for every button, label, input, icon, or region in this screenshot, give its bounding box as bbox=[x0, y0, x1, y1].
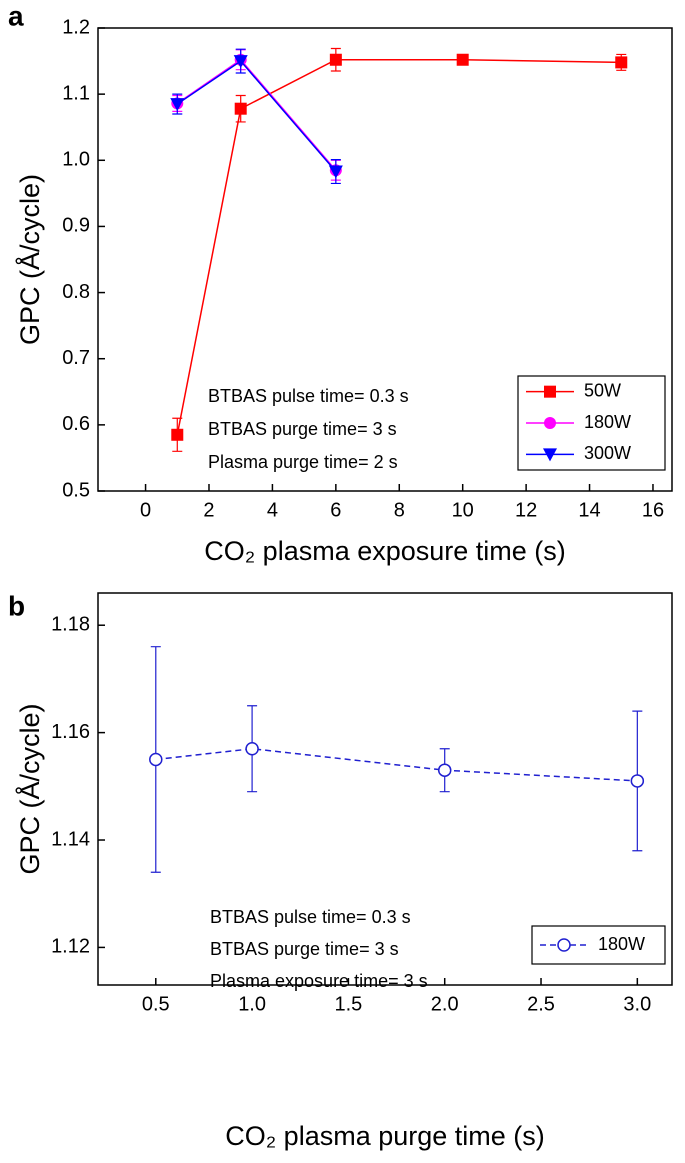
x-tick-label: 2.0 bbox=[431, 993, 459, 1015]
marker bbox=[328, 165, 343, 179]
y-tick-label: 1.1 bbox=[62, 82, 90, 104]
x-tick-label: 2.5 bbox=[527, 993, 555, 1015]
panel-label: a bbox=[8, 0, 24, 31]
x-tick-label: 14 bbox=[578, 499, 600, 521]
plot-frame bbox=[97, 592, 673, 986]
x-tick-label: 1.0 bbox=[238, 993, 266, 1015]
marker bbox=[245, 741, 259, 756]
y-tick-label: 1.0 bbox=[62, 149, 90, 171]
legend-label: 180W bbox=[584, 412, 631, 432]
x-tick-label: 1.5 bbox=[334, 993, 362, 1015]
annotation: Plasma exposure time= 3 s bbox=[210, 971, 428, 991]
legend-label: 180W bbox=[598, 934, 645, 954]
y-tick-label: 1.16 bbox=[51, 721, 90, 743]
legend-marker bbox=[544, 385, 556, 398]
marker bbox=[630, 774, 645, 788]
y-tick-label: 0.5 bbox=[62, 479, 90, 501]
marker bbox=[233, 55, 248, 69]
marker bbox=[456, 53, 469, 66]
y-tick-label: 0.8 bbox=[62, 281, 90, 303]
marker bbox=[171, 428, 184, 441]
x-axis-label: CO₂ plasma purge time (s) bbox=[225, 1121, 545, 1151]
legend-marker bbox=[544, 417, 556, 429]
marker bbox=[234, 102, 247, 115]
legend-label: 300W bbox=[584, 443, 631, 463]
marker bbox=[437, 763, 452, 777]
x-tick-label: 0.5 bbox=[142, 993, 170, 1015]
marker bbox=[149, 752, 163, 767]
annotation: BTBAS purge time= 3 s bbox=[210, 939, 399, 959]
x-tick-label: 3.0 bbox=[623, 993, 651, 1015]
x-tick-label: 8 bbox=[394, 499, 405, 521]
plot-frame bbox=[97, 27, 673, 492]
y-tick-label: 1.18 bbox=[51, 614, 90, 636]
panel-label: b bbox=[8, 590, 25, 621]
annotation: BTBAS pulse time= 0.3 s bbox=[208, 386, 409, 406]
y-tick-label: 0.7 bbox=[62, 347, 90, 369]
annotation: BTBAS pulse time= 0.3 s bbox=[210, 907, 411, 927]
y-tick-label: 1.2 bbox=[62, 16, 90, 38]
y-tick-label: 0.9 bbox=[62, 215, 90, 237]
marker bbox=[615, 56, 628, 69]
x-tick-label: 0 bbox=[140, 499, 151, 521]
y-axis-label: GPC (Å/cycle) bbox=[14, 174, 45, 345]
legend-marker bbox=[543, 448, 557, 462]
y-tick-label: 0.6 bbox=[62, 413, 90, 435]
x-tick-label: 6 bbox=[330, 499, 341, 521]
annotation: BTBAS purge time= 3 s bbox=[208, 419, 397, 439]
x-tick-label: 2 bbox=[203, 499, 214, 521]
y-tick-label: 1.12 bbox=[51, 936, 90, 958]
x-axis-label: CO₂ plasma exposure time (s) bbox=[204, 536, 566, 566]
series-line bbox=[155, 747, 638, 782]
marker bbox=[170, 98, 185, 112]
legend-marker bbox=[557, 938, 571, 952]
series-line bbox=[176, 58, 337, 171]
x-tick-label: 4 bbox=[267, 499, 278, 521]
annotation: Plasma purge time= 2 s bbox=[208, 452, 398, 472]
y-axis-label: GPC (Å/cycle) bbox=[14, 703, 45, 874]
x-tick-label: 16 bbox=[642, 499, 664, 521]
marker bbox=[329, 53, 342, 66]
legend-label: 50W bbox=[584, 380, 621, 400]
y-tick-label: 1.14 bbox=[51, 828, 90, 850]
x-tick-label: 12 bbox=[515, 499, 537, 521]
x-tick-label: 10 bbox=[452, 499, 474, 521]
